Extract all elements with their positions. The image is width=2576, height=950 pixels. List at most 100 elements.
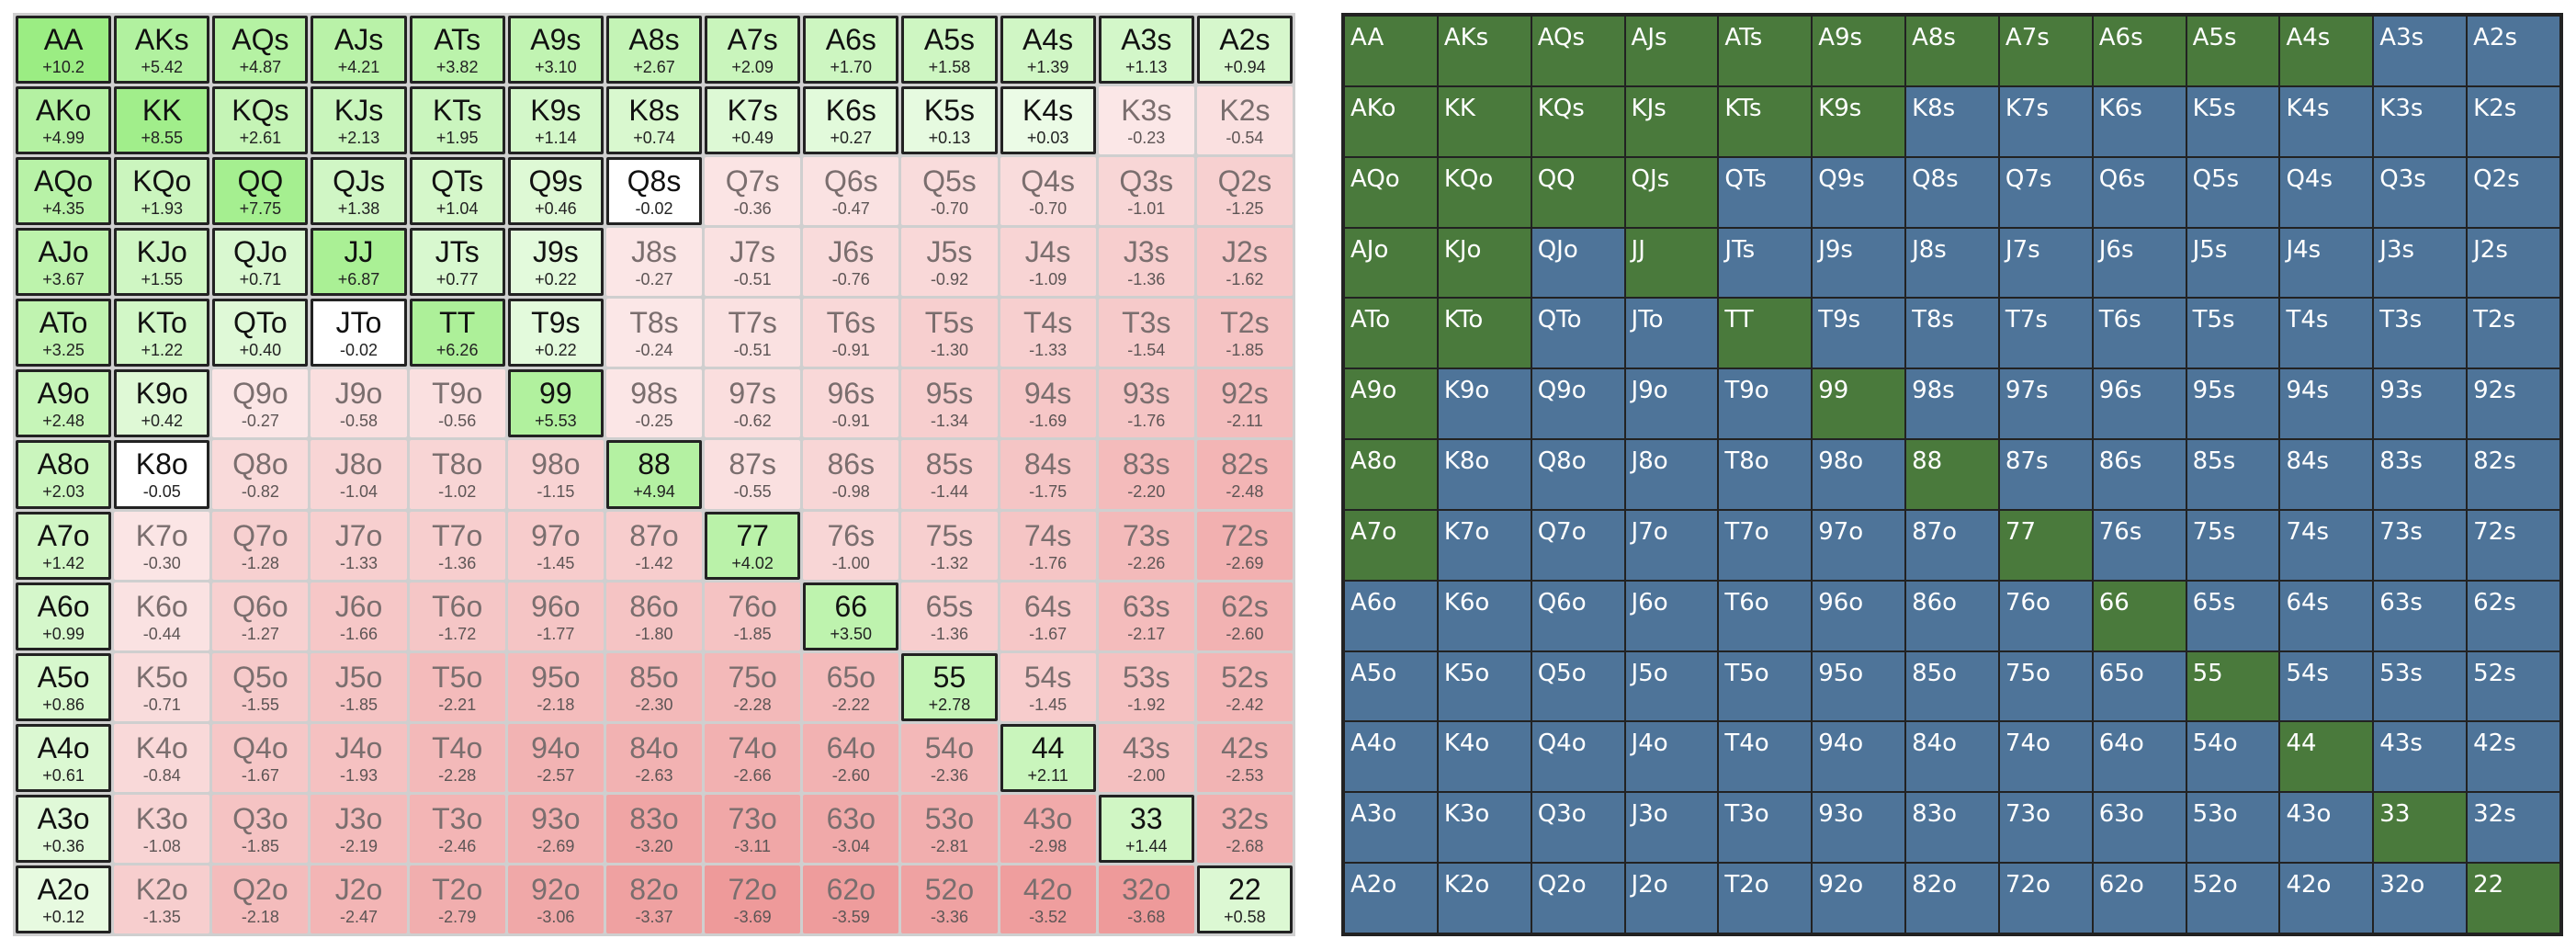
hand-label: 43s bbox=[2379, 729, 2423, 758]
hand-label: K3o bbox=[135, 801, 188, 835]
hand-label: 52s bbox=[2473, 659, 2516, 687]
hand-cell: T7s bbox=[1999, 299, 2092, 368]
hand-label: QJs bbox=[333, 164, 385, 198]
ev-value: -1.54 bbox=[1127, 341, 1166, 360]
ev-value: +1.42 bbox=[42, 553, 85, 572]
hand-label: QQ bbox=[237, 164, 284, 198]
ev-value: -3.20 bbox=[635, 836, 673, 855]
hand-label: 53o bbox=[2192, 800, 2238, 829]
hand-label: 98s bbox=[1912, 377, 1955, 405]
hand-cell: K6s bbox=[2093, 86, 2186, 156]
hand-cell: 98s -0.25 bbox=[605, 369, 703, 438]
hand-label: 32s bbox=[2473, 800, 2516, 829]
hand-label: 95s bbox=[2192, 377, 2236, 405]
hand-label: 97o bbox=[531, 518, 581, 552]
hand-cell: J5s -0.92 bbox=[901, 228, 998, 297]
ev-value: +8.55 bbox=[141, 129, 183, 148]
ev-value: -2.17 bbox=[1127, 624, 1166, 643]
hand-label: 64s bbox=[2286, 588, 2330, 616]
hand-cell: K8o bbox=[1438, 440, 1531, 509]
hand-label: QJs bbox=[1631, 164, 1670, 193]
hand-cell: 93o -2.69 bbox=[507, 794, 604, 863]
hand-label: T2s bbox=[2473, 306, 2516, 334]
hand-cell: K3o bbox=[1438, 793, 1531, 863]
ev-value: -2.47 bbox=[340, 907, 378, 926]
hand-label: T3o bbox=[1724, 800, 1769, 829]
hand-cell: K5s bbox=[2186, 86, 2279, 156]
hand-cell: 95s -1.34 bbox=[901, 369, 998, 438]
hand-label: J9o bbox=[334, 377, 383, 411]
hand-cell: Q3o -1.85 bbox=[212, 794, 309, 863]
ev-value: -0.02 bbox=[635, 199, 673, 219]
hand-label: 92s bbox=[1221, 377, 1269, 411]
hand-cell: Q2o -2.18 bbox=[212, 865, 309, 933]
hand-label: J3o bbox=[334, 801, 383, 835]
hand-cell: 74s bbox=[2280, 510, 2373, 580]
hand-label: QTs bbox=[1724, 164, 1767, 193]
hand-cell: Q8s -0.02 bbox=[605, 157, 703, 226]
hand-label: KJs bbox=[333, 94, 384, 128]
hand-cell: 65s -1.36 bbox=[901, 582, 998, 650]
hand-label: 82o bbox=[1912, 871, 1958, 899]
hand-cell: J2o -2.47 bbox=[311, 865, 407, 933]
hand-cell: 53s -1.92 bbox=[1098, 652, 1194, 721]
ev-value: -0.84 bbox=[142, 765, 181, 785]
hand-label: 53o bbox=[924, 801, 975, 835]
hand-label: 86s bbox=[2098, 447, 2142, 476]
hand-cell: KK +8.55 bbox=[114, 86, 210, 155]
hand-cell: K2s bbox=[2468, 86, 2559, 156]
hand-label: 76o bbox=[2005, 588, 2051, 616]
hand-label: K9s bbox=[530, 94, 582, 128]
hand-cell: KK bbox=[1438, 86, 1531, 156]
hand-cell: 99 bbox=[1813, 369, 1905, 439]
hand-label: K6s bbox=[825, 94, 876, 128]
hand-cell: A9o bbox=[1345, 369, 1437, 439]
hand-cell: Q4s -0.70 bbox=[1000, 157, 1096, 226]
ev-value: -1.44 bbox=[930, 482, 968, 502]
ev-value: -2.21 bbox=[438, 695, 477, 714]
hand-label: 55 bbox=[2192, 659, 2223, 687]
hand-label: 54o bbox=[924, 730, 975, 764]
hand-cell: 98s bbox=[1906, 369, 1998, 439]
hand-label: 64o bbox=[826, 730, 876, 764]
hand-label: 83o bbox=[629, 801, 679, 835]
hand-label: 77 bbox=[2005, 517, 2037, 546]
hand-label: 65o bbox=[2098, 659, 2144, 687]
hand-label: Q6s bbox=[823, 164, 878, 198]
hand-label: 52s bbox=[1221, 660, 1269, 694]
hand-label: AQo bbox=[1350, 164, 1400, 193]
hand-cell: J8s bbox=[1906, 228, 1998, 298]
hand-cell: A3s +1.13 bbox=[1098, 16, 1194, 85]
hand-cell: 98o -1.15 bbox=[507, 440, 604, 509]
hand-label: T6o bbox=[432, 589, 483, 623]
hand-cell: T8o -1.02 bbox=[409, 440, 505, 509]
hand-cell: 62s bbox=[2468, 581, 2559, 650]
hand-label: AJo bbox=[1350, 235, 1389, 264]
ev-value: -2.60 bbox=[831, 765, 870, 785]
hand-cell: 64s -1.67 bbox=[1000, 582, 1096, 650]
hand-cell: 84s bbox=[2280, 440, 2373, 509]
ev-value: -1.36 bbox=[930, 624, 968, 643]
hand-label: 63o bbox=[2098, 800, 2144, 829]
hand-cell: 75o -2.28 bbox=[705, 652, 801, 721]
hand-label: A2s bbox=[2473, 24, 2518, 51]
hand-cell: K4s bbox=[2280, 86, 2373, 156]
hand-label: T3s bbox=[2379, 306, 2423, 334]
hand-label: 32o bbox=[2379, 871, 2425, 899]
hand-label: J2o bbox=[1631, 871, 1668, 899]
hand-cell: 84o -2.63 bbox=[605, 723, 703, 792]
hand-cell: J4s -1.09 bbox=[1000, 228, 1096, 297]
hand-label: 74o bbox=[2005, 729, 2051, 758]
hand-label: KTo bbox=[1443, 306, 1484, 334]
hand-label: 98s bbox=[630, 377, 678, 411]
hand-label: A5o bbox=[1350, 659, 1397, 687]
ev-value: -2.53 bbox=[1226, 765, 1264, 785]
hand-label: A7s bbox=[727, 23, 778, 57]
hand-cell: K2o bbox=[1438, 864, 1531, 933]
hand-cell: 97s bbox=[1999, 369, 2092, 439]
hand-label: 96s bbox=[827, 377, 876, 411]
hand-label: A5s bbox=[923, 23, 976, 57]
hand-label: T5o bbox=[432, 660, 483, 694]
hand-cell: JTs bbox=[1719, 228, 1812, 298]
hand-cell: 65s bbox=[2186, 581, 2279, 650]
